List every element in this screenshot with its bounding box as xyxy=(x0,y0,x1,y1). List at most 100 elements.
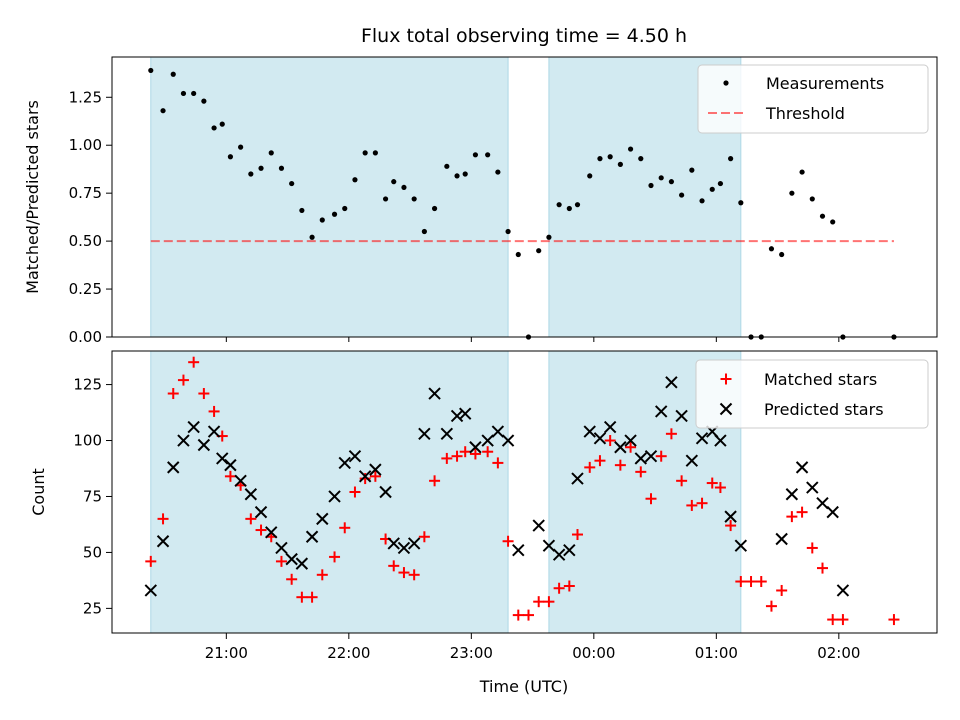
measurement-point xyxy=(556,202,562,208)
predicted-star-point xyxy=(369,463,382,476)
matched-star-point xyxy=(735,576,747,588)
matched-star-point xyxy=(765,600,777,612)
predicted-star-point xyxy=(379,485,392,499)
cross-b xyxy=(816,496,829,510)
matched-star-point xyxy=(349,486,361,498)
measurement-point xyxy=(799,169,805,175)
top-y-ticks: 0.00 0.25 0.50 0.75 1.00 1.25 xyxy=(69,88,112,346)
matched-star-point xyxy=(502,535,514,547)
x-tick-label: 01:00 xyxy=(695,644,738,662)
measurement-point xyxy=(472,152,479,158)
matched-star-point xyxy=(676,475,688,487)
measurement-point xyxy=(401,184,407,191)
cross-b xyxy=(501,434,515,447)
predicted-star-point xyxy=(305,530,319,543)
measurement-point xyxy=(299,207,305,214)
predicted-star-point xyxy=(144,584,157,597)
predicted-star-point xyxy=(387,537,400,550)
measurement-points xyxy=(148,67,897,340)
predicted-star-point xyxy=(265,526,278,539)
predicted-star-point xyxy=(177,434,190,447)
matched-star-point xyxy=(625,441,637,453)
cross-b xyxy=(836,584,850,597)
cross-b xyxy=(481,434,494,447)
matched-star-point xyxy=(816,562,828,574)
measurement-point xyxy=(546,234,552,240)
predicted-star-point xyxy=(469,441,482,454)
cross-b xyxy=(285,552,298,566)
predicted-star-point xyxy=(603,420,617,434)
predicted-star-point xyxy=(826,505,839,519)
matched-star-point xyxy=(329,551,341,563)
measurement-point xyxy=(289,180,295,187)
matched-star-point xyxy=(359,473,371,485)
measurement-point xyxy=(170,71,176,77)
matched-star-point xyxy=(686,499,698,511)
matched-star-point xyxy=(224,470,236,482)
measurement-point xyxy=(268,150,274,156)
cross-b xyxy=(234,474,247,488)
measurement-point xyxy=(574,202,581,208)
measurement-point xyxy=(809,196,815,202)
cross-b xyxy=(775,532,788,546)
cross-b xyxy=(719,402,733,416)
measurement-point xyxy=(454,173,460,179)
y-tick-label: 0.75 xyxy=(69,184,102,202)
matched-star-point xyxy=(796,506,808,518)
top-x-ticks xyxy=(225,337,840,342)
cross-b xyxy=(795,461,809,474)
matched-star-point xyxy=(888,614,900,626)
cross-b xyxy=(724,510,737,523)
measurement-point xyxy=(431,205,438,212)
bottom-legend-box xyxy=(695,359,929,429)
chart-title: Flux total observing time = 4.50 h xyxy=(361,25,687,47)
measurement-point xyxy=(160,108,166,114)
predicted-star-point xyxy=(816,496,829,510)
measurement-point xyxy=(191,90,197,97)
matched-star-point xyxy=(645,493,657,505)
cross-b xyxy=(450,409,464,423)
count-panel: 25 50 75 100 125 21:00 22:00 23:00 00:00 01:00 02… xyxy=(29,350,938,696)
matched-star-point xyxy=(306,591,318,603)
measurement-point xyxy=(372,150,378,156)
cross-b xyxy=(358,470,372,483)
matched-star-point xyxy=(533,596,545,608)
cross-b xyxy=(295,557,309,570)
predicted-star-point xyxy=(254,505,268,519)
cross-b xyxy=(542,539,556,552)
measurement-point xyxy=(779,251,785,258)
measurement-point xyxy=(699,198,705,204)
matched-star-point xyxy=(706,477,718,489)
y-tick-label: 50 xyxy=(83,543,102,561)
legend-measurement-marker xyxy=(723,80,729,86)
predicted-star-points xyxy=(144,376,850,597)
legend-x-glyph xyxy=(719,402,733,416)
cross-b xyxy=(348,449,362,463)
matched-star-point xyxy=(571,529,583,541)
y-tick-label: 1.25 xyxy=(69,88,102,106)
cross-b xyxy=(654,405,668,418)
measurement-point xyxy=(219,121,225,127)
cross-b xyxy=(665,376,678,389)
predicted-star-point xyxy=(685,454,699,467)
matched-star-point xyxy=(512,609,524,621)
y-tick-label: 100 xyxy=(73,432,102,450)
predicted-star-point xyxy=(714,434,727,447)
y-tick-label: 0.00 xyxy=(69,328,102,346)
matched-star-point xyxy=(614,459,626,471)
matched-star-point xyxy=(441,452,453,464)
matched-star-point xyxy=(145,555,157,567)
cross-b xyxy=(387,537,400,550)
measurement-point xyxy=(738,200,744,206)
predicted-star-point xyxy=(275,541,288,555)
cross-b xyxy=(265,526,278,539)
top-shaded-spans xyxy=(150,56,742,338)
legend-threshold-label: Threshold xyxy=(765,104,845,123)
predicted-star-point xyxy=(207,425,221,438)
matched-star-point xyxy=(786,511,798,523)
cross-b xyxy=(695,432,709,445)
measurement-point xyxy=(830,219,836,225)
matched-star-point xyxy=(255,524,267,536)
matched-star-point xyxy=(776,584,788,596)
